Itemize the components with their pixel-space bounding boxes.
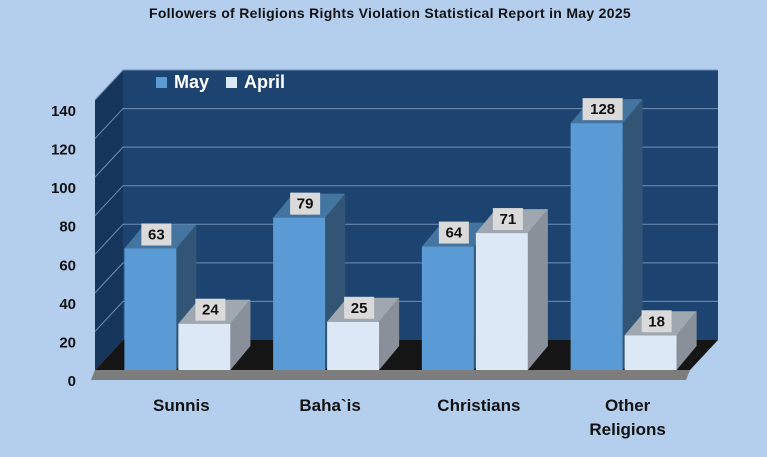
data-label: 25 — [351, 300, 368, 317]
legend-swatch-may — [156, 77, 167, 88]
y-tick-label: 40 — [59, 296, 76, 313]
chart-title: Followers of Religions Rights Violation … — [148, 5, 632, 21]
data-label: 128 — [590, 101, 615, 118]
x-tick-label: Sunnis — [153, 396, 210, 415]
bar-april — [624, 335, 677, 370]
bar-side — [379, 297, 400, 370]
x-tick-label: Christians — [437, 396, 520, 415]
bar-side — [676, 311, 697, 370]
gridline — [94, 146, 718, 178]
bar-april — [327, 321, 380, 370]
y-tick-label: 100 — [51, 180, 76, 197]
x-tick-label: Other Religions — [589, 396, 666, 439]
data-label-box — [344, 296, 375, 319]
data-label-box — [438, 221, 469, 244]
y-tick-label: 140 — [51, 103, 76, 120]
floor-top — [95, 340, 718, 370]
data-label-box — [641, 310, 672, 333]
bar-side — [230, 299, 251, 370]
data-label-box — [195, 298, 226, 321]
y-tick-label: 60 — [59, 257, 76, 274]
bar-side — [622, 99, 643, 371]
side-wall — [95, 70, 123, 370]
legend-label-may: May — [174, 72, 209, 92]
back-wall — [123, 70, 718, 340]
legend-swatch-april — [226, 77, 237, 88]
bar-may — [421, 246, 474, 370]
bar-april — [475, 233, 528, 370]
bar-may — [570, 123, 623, 371]
data-label: 63 — [148, 227, 165, 244]
x-tick-label: Baha`is — [299, 396, 360, 415]
x-tick-label-line: Religions — [589, 420, 666, 439]
data-label-box — [141, 223, 172, 246]
gridline — [94, 69, 718, 101]
bar-may — [124, 248, 177, 370]
legend-label-april: April — [244, 72, 285, 92]
y-tick-label: 0 — [68, 373, 76, 390]
bar-side — [527, 209, 548, 370]
y-tick-label: 20 — [59, 334, 76, 351]
data-label: 79 — [297, 196, 314, 213]
data-label-box — [492, 208, 523, 231]
x-tick-label-line: Other — [605, 396, 651, 415]
data-label: 24 — [202, 302, 219, 319]
data-label-box — [290, 192, 321, 215]
gridline — [94, 108, 718, 139]
bar-april — [178, 323, 231, 370]
data-label: 64 — [446, 225, 463, 242]
gridline — [94, 185, 718, 217]
y-tick-label: 120 — [51, 142, 76, 159]
data-label: 18 — [648, 313, 665, 330]
data-label: 71 — [500, 211, 517, 228]
bar-may — [273, 217, 326, 370]
y-tick-label: 80 — [59, 219, 76, 236]
data-label-box — [582, 98, 623, 121]
floor-front — [91, 370, 690, 380]
